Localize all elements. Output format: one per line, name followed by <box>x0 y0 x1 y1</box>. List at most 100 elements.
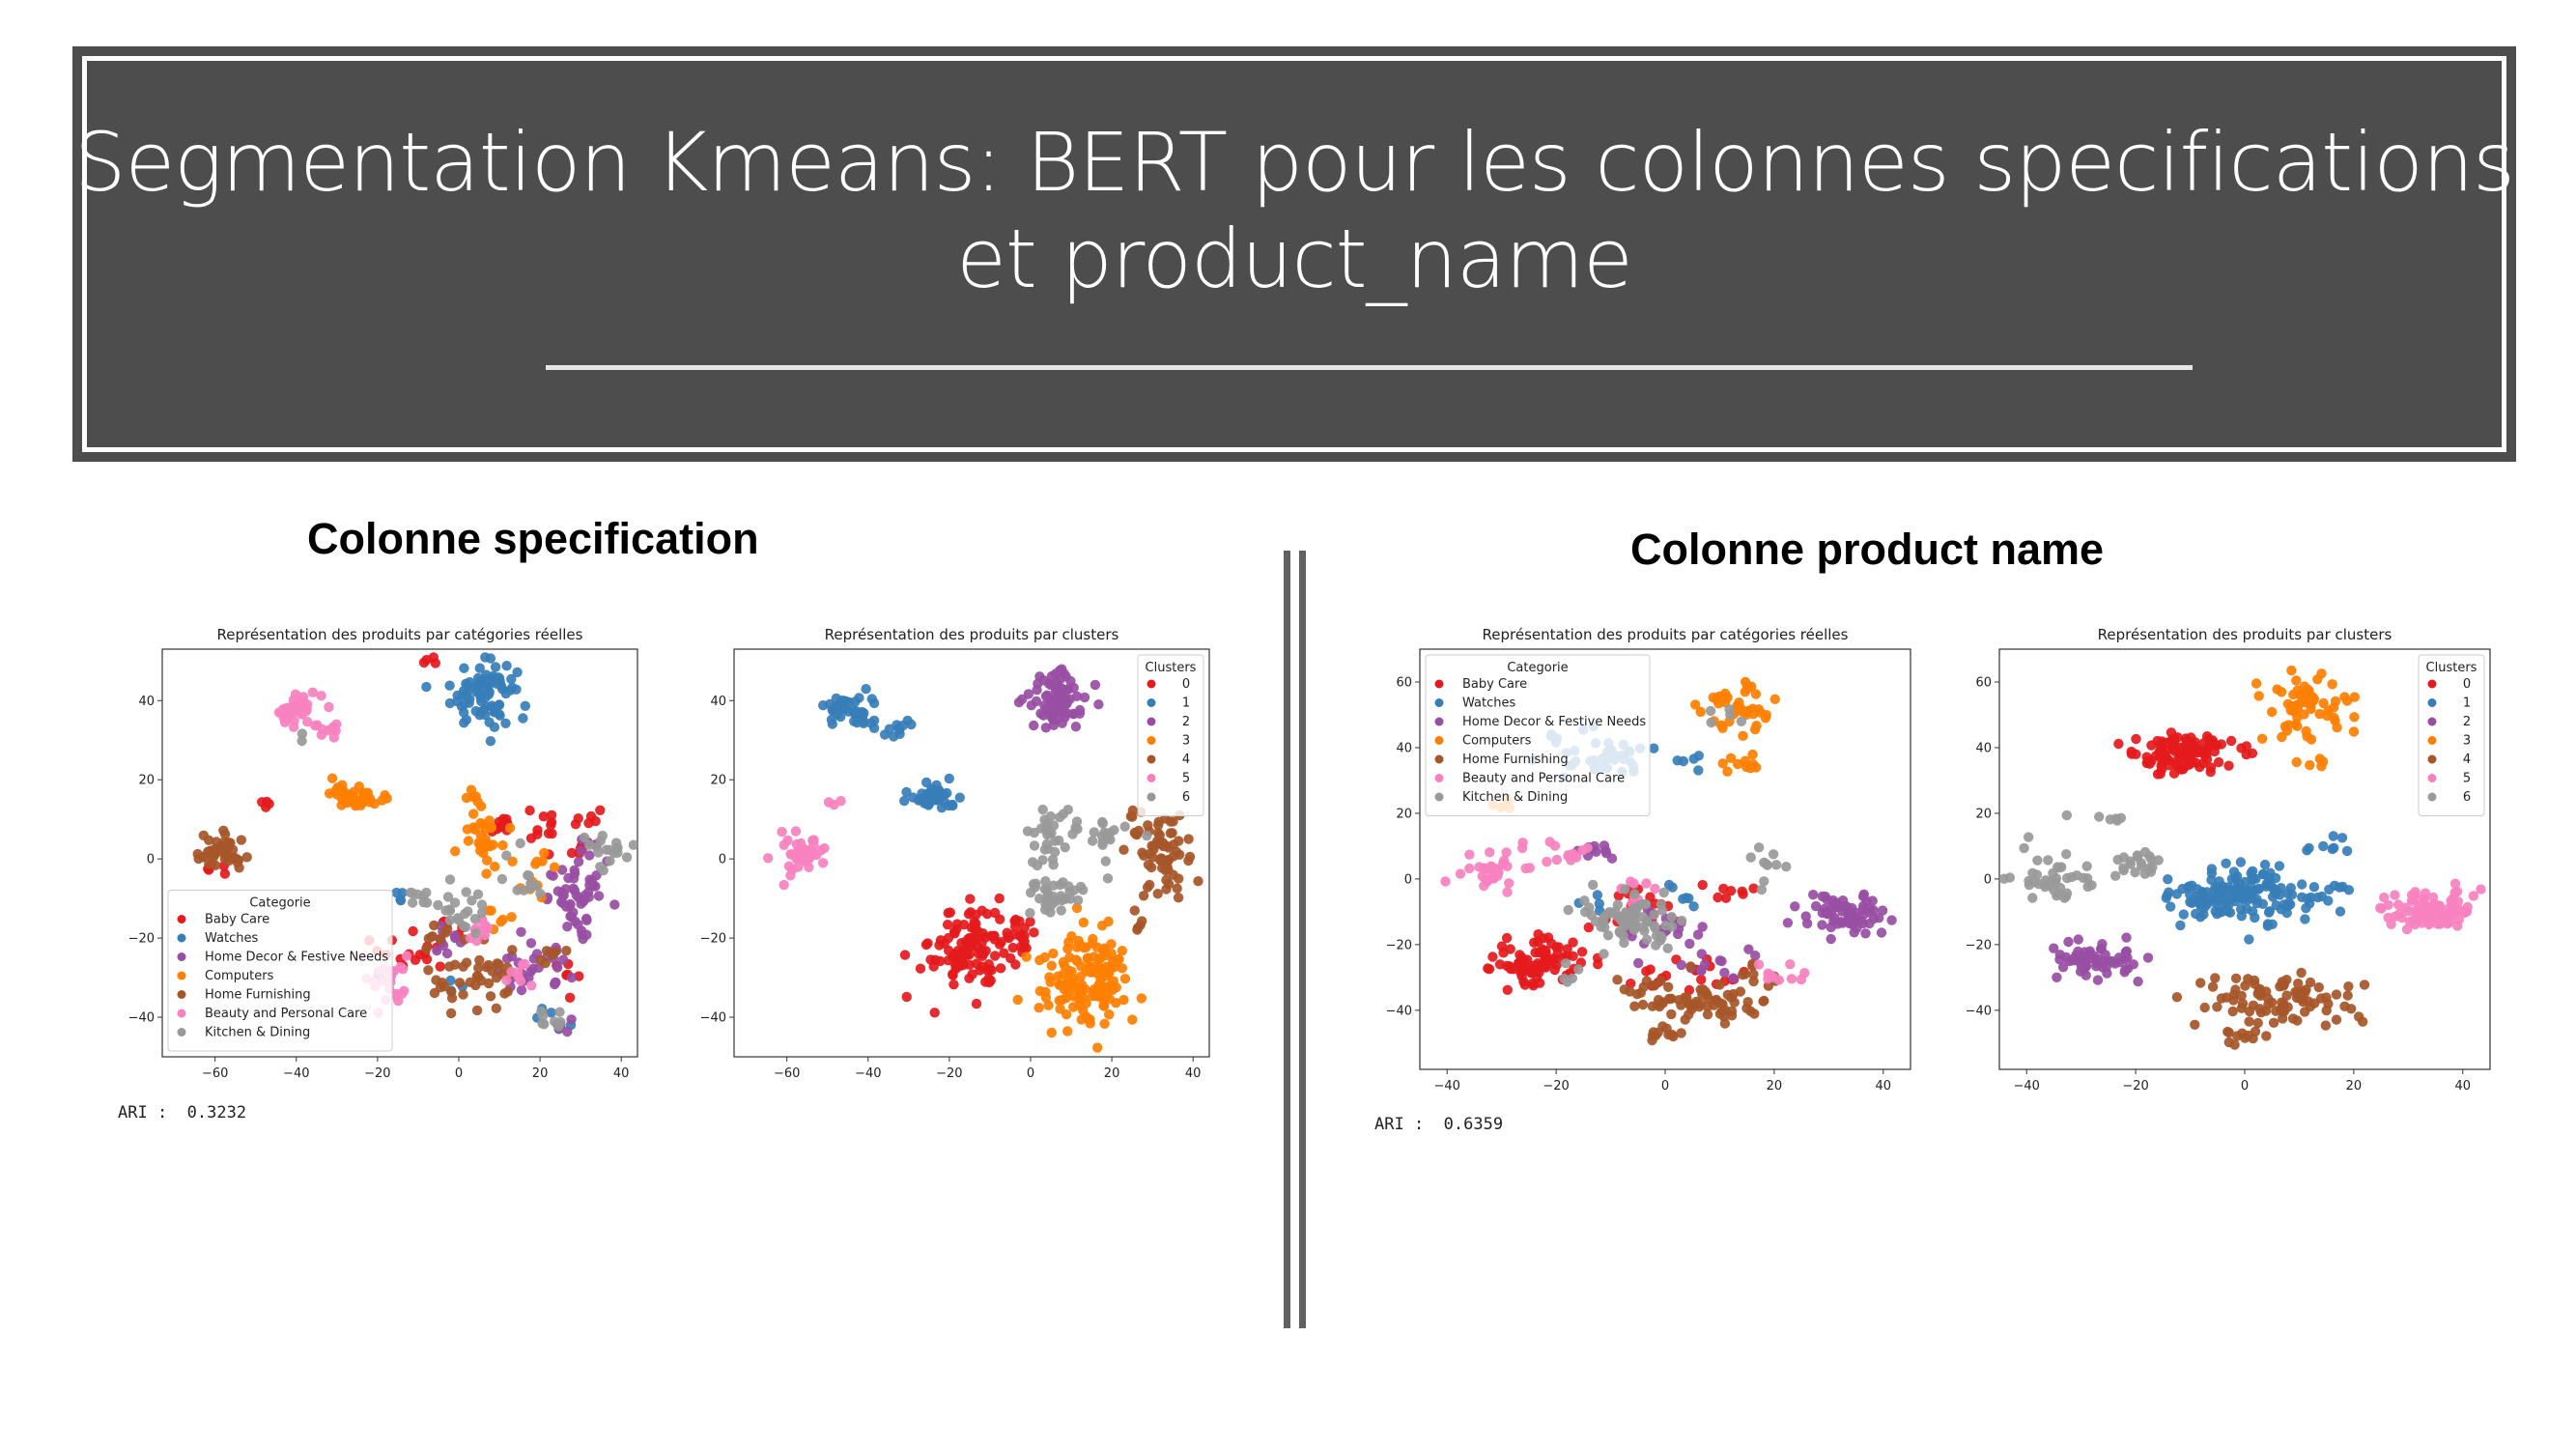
legend-label: Home Furnishing <box>1462 753 1569 767</box>
x-tick-label: −20 <box>364 1066 390 1081</box>
data-point <box>943 932 954 944</box>
data-point <box>2244 1006 2255 1017</box>
legend-marker <box>2427 698 2437 707</box>
data-point <box>2056 862 2067 872</box>
data-point <box>1651 1030 1661 1040</box>
y-tick-label: −20 <box>700 932 726 947</box>
data-point <box>823 797 835 808</box>
data-point <box>336 785 347 797</box>
data-point <box>948 970 958 980</box>
data-point <box>1025 908 1035 919</box>
data-point <box>1800 911 1811 922</box>
data-point <box>324 788 335 799</box>
data-point <box>481 868 492 879</box>
data-point <box>1056 905 1066 916</box>
data-point <box>1628 878 1639 889</box>
data-point <box>2126 746 2137 757</box>
data-point <box>554 1007 565 1017</box>
data-point <box>1842 915 1853 925</box>
data-point <box>1093 699 1104 710</box>
data-point <box>2121 946 2132 956</box>
data-point <box>971 998 982 1009</box>
data-point <box>2121 932 2132 943</box>
data-point <box>922 799 933 810</box>
data-point <box>944 800 954 811</box>
data-point <box>1781 862 1792 872</box>
legend-label: 0 <box>2463 677 2471 692</box>
data-point <box>984 977 995 988</box>
legend-label: Beauty and Personal Care <box>1462 772 1625 786</box>
data-point <box>1138 891 1149 901</box>
data-point <box>1062 1026 1073 1037</box>
y-tick-label: 0 <box>1984 872 1992 887</box>
data-point <box>1127 811 1138 822</box>
data-point <box>297 735 307 747</box>
data-point <box>1676 959 1686 971</box>
legend-label: Home Decor & Festive Needs <box>1462 715 1646 729</box>
data-point <box>948 980 959 990</box>
data-point <box>1086 962 1096 973</box>
data-point <box>2091 961 2102 972</box>
data-point <box>1549 964 1560 976</box>
data-point <box>2318 840 2329 852</box>
data-point <box>2250 678 2262 689</box>
data-point <box>1650 923 1660 933</box>
x-tick-label: 20 <box>2346 1079 2363 1094</box>
data-point <box>790 826 802 837</box>
legend-label: 5 <box>1182 772 1190 786</box>
data-point <box>2073 934 2083 945</box>
data-point <box>2442 919 2453 929</box>
data-point <box>1059 983 1069 995</box>
legend-marker <box>177 1028 186 1037</box>
data-point <box>1054 995 1064 1006</box>
legend-label: Baby Care <box>205 913 269 927</box>
data-point <box>1101 981 1113 993</box>
data-point <box>1740 706 1750 717</box>
data-point <box>302 699 313 710</box>
data-point <box>1719 967 1730 979</box>
x-tick-label: −60 <box>202 1066 228 1081</box>
data-point <box>1040 876 1051 887</box>
data-point <box>1666 912 1677 923</box>
data-point <box>302 717 313 727</box>
data-point <box>971 933 981 944</box>
y-tick-label: 0 <box>1404 872 1412 887</box>
data-point <box>2343 981 2354 992</box>
data-point <box>1118 844 1129 855</box>
y-tick-label: 20 <box>1975 807 1992 821</box>
data-point <box>989 951 1001 961</box>
data-point <box>577 929 587 940</box>
data-point <box>1095 952 1106 964</box>
data-point <box>1750 762 1762 773</box>
data-point <box>1629 889 1640 899</box>
chart-title: Représentation des produits par clusters <box>825 626 1119 643</box>
data-point <box>1078 993 1089 1004</box>
data-point <box>1118 994 1129 1006</box>
data-point <box>421 943 432 954</box>
data-point <box>1583 922 1594 933</box>
data-point <box>2328 831 2338 841</box>
data-point <box>1111 998 1121 1009</box>
data-point <box>2292 685 2303 696</box>
data-point <box>960 936 972 947</box>
data-point <box>1756 884 1768 895</box>
data-point <box>612 842 623 853</box>
data-point <box>2446 895 2456 906</box>
data-point <box>323 724 334 736</box>
data-point <box>2191 757 2201 768</box>
data-point <box>2082 881 2093 893</box>
y-tick-label: 40 <box>1396 741 1412 755</box>
data-point <box>2335 906 2346 917</box>
data-point <box>444 874 456 885</box>
data-point <box>782 835 793 846</box>
data-point <box>2327 679 2337 690</box>
legend-marker <box>1146 679 1156 689</box>
data-point <box>476 899 488 910</box>
data-point <box>2291 992 2303 1004</box>
data-point <box>1714 980 1725 990</box>
data-point <box>2330 696 2341 707</box>
divider-line-right <box>1299 551 1306 1328</box>
data-point <box>982 966 994 977</box>
data-point <box>236 835 246 845</box>
data-point <box>1690 699 1701 710</box>
